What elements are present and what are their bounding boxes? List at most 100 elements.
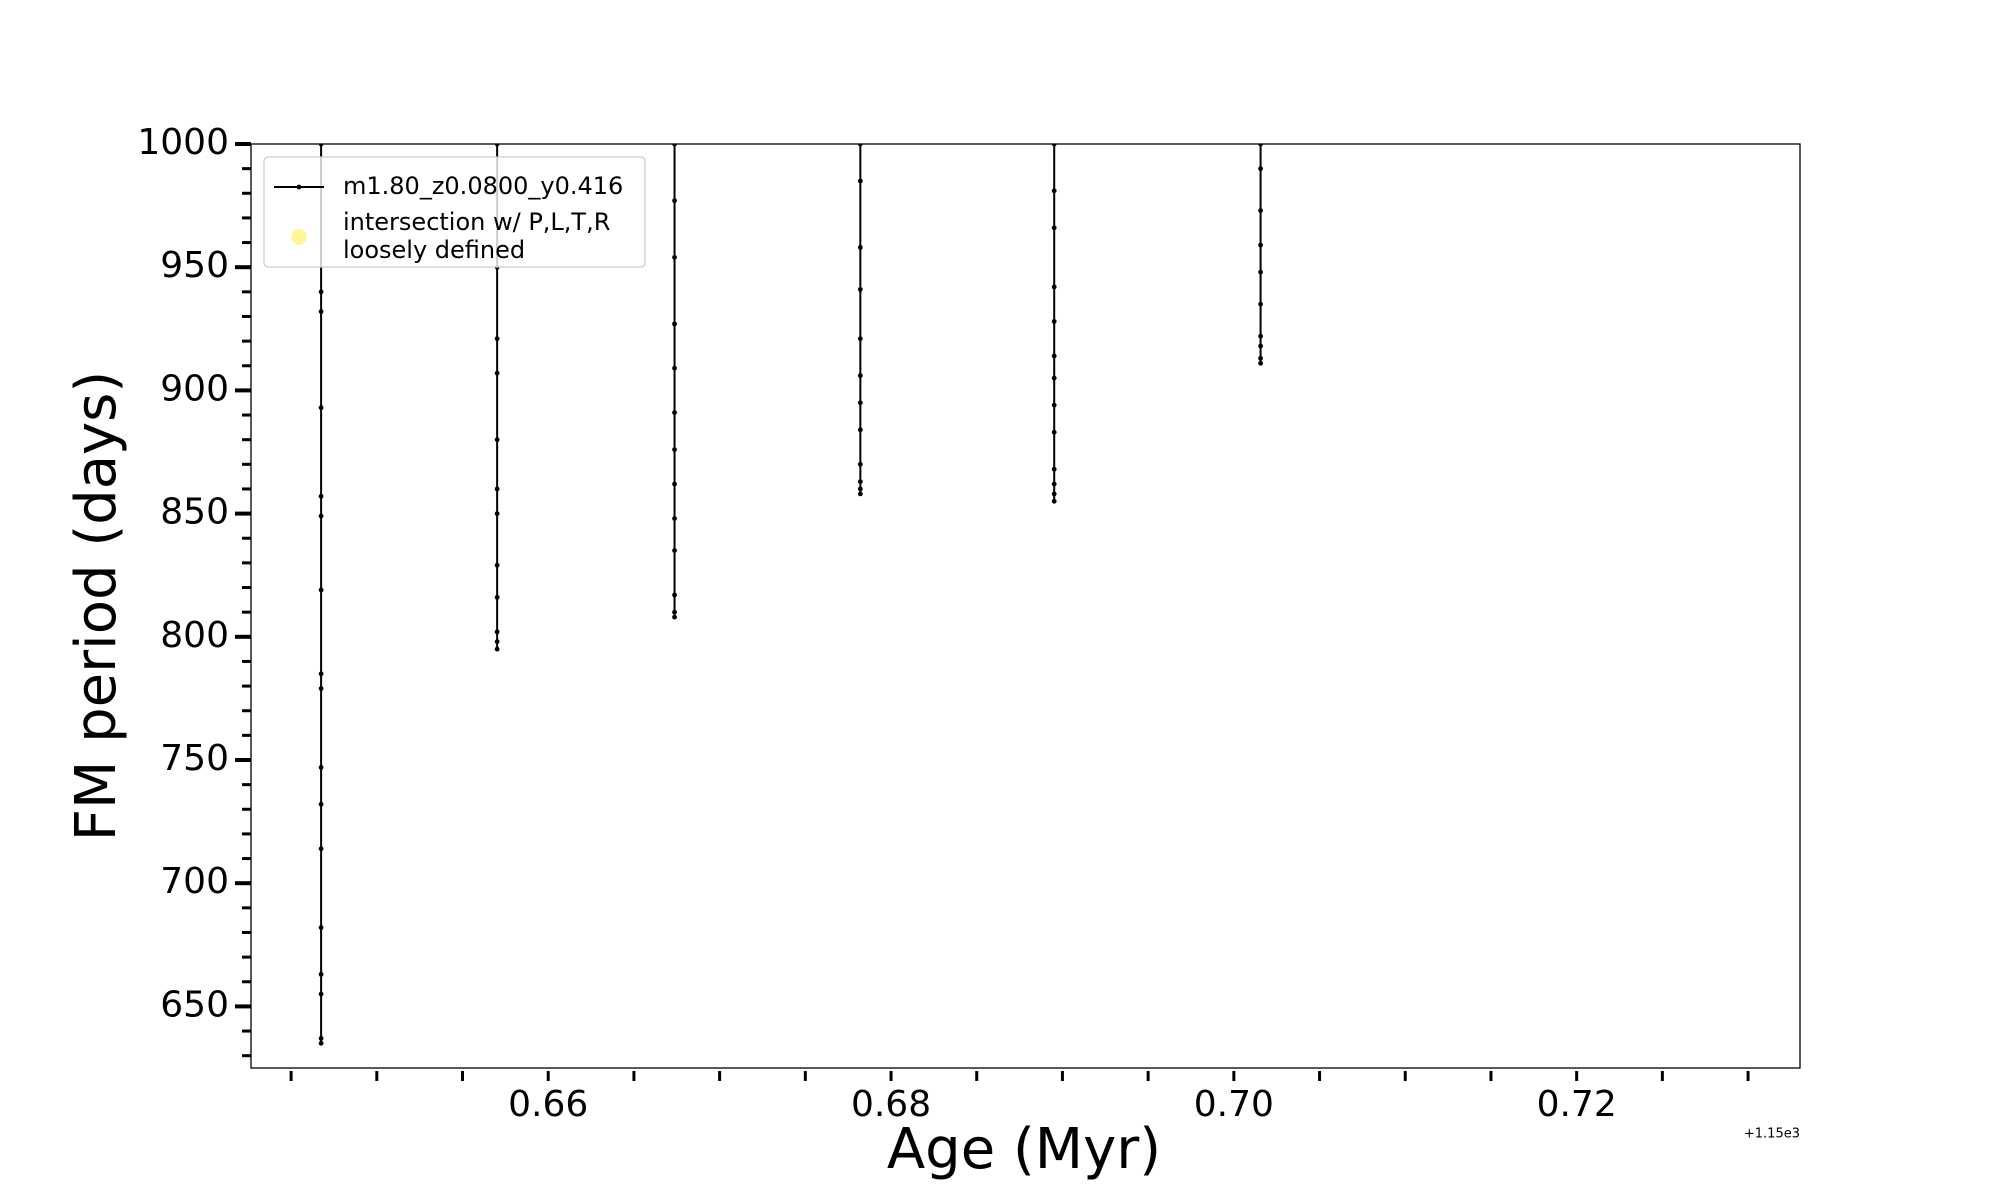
data-point bbox=[857, 400, 863, 406]
data-point bbox=[494, 511, 500, 516]
data-point bbox=[1258, 242, 1263, 248]
data-point bbox=[1258, 208, 1263, 213]
data-point bbox=[672, 144, 677, 147]
data-point bbox=[318, 1036, 324, 1041]
legend-marker bbox=[291, 229, 307, 245]
y-tick-label: 850 bbox=[160, 492, 229, 533]
x-tick-label: 0.70 bbox=[1194, 1084, 1274, 1125]
data-point bbox=[857, 479, 863, 484]
data-point bbox=[318, 144, 324, 147]
data-point bbox=[672, 614, 677, 620]
data-point bbox=[672, 609, 677, 615]
data-point bbox=[494, 639, 500, 645]
data-point bbox=[672, 365, 677, 371]
data-point bbox=[494, 370, 500, 376]
data-point bbox=[857, 286, 863, 292]
y-tick-label: 800 bbox=[160, 615, 229, 656]
data-point bbox=[857, 336, 863, 342]
data-point bbox=[1051, 225, 1057, 231]
data-point bbox=[672, 592, 677, 598]
data-point bbox=[672, 447, 677, 452]
x-tick-label: 0.66 bbox=[508, 1084, 588, 1125]
data-point bbox=[1258, 360, 1263, 366]
legend-marker bbox=[296, 184, 302, 190]
data-point bbox=[318, 764, 324, 770]
data-point bbox=[318, 925, 324, 930]
data-point bbox=[318, 289, 324, 295]
legend-label: m1.80_z0.0800_y0.416 bbox=[343, 172, 623, 200]
data-point bbox=[1258, 166, 1263, 172]
y-tick-label: 650 bbox=[160, 984, 229, 1025]
data-point bbox=[672, 548, 677, 553]
data-point bbox=[857, 178, 863, 184]
data-point bbox=[1051, 466, 1057, 472]
y-tick-label: 900 bbox=[160, 368, 229, 409]
y-tick-label: 950 bbox=[160, 245, 229, 286]
legend-label: intersection w/ P,L,T,R loosely defined bbox=[343, 208, 610, 264]
data-point bbox=[857, 486, 863, 492]
data-point bbox=[672, 481, 677, 487]
x-tick-label: 0.68 bbox=[851, 1084, 931, 1125]
data-point bbox=[857, 461, 863, 467]
data-point bbox=[318, 971, 324, 977]
data-point bbox=[672, 198, 677, 204]
data-point bbox=[494, 437, 500, 443]
data-point bbox=[1051, 188, 1057, 194]
data-point bbox=[1051, 491, 1057, 497]
data-point bbox=[318, 991, 324, 997]
plot-frame bbox=[250, 143, 1801, 1069]
plot-area bbox=[318, 144, 1263, 1046]
data-point bbox=[857, 491, 863, 497]
data-point bbox=[1051, 284, 1057, 290]
data-point bbox=[672, 410, 677, 415]
data-point bbox=[1051, 481, 1057, 487]
data-point bbox=[1051, 402, 1057, 408]
data-point bbox=[1258, 301, 1263, 307]
y-tick-label: 750 bbox=[160, 738, 229, 779]
data-point bbox=[1051, 319, 1057, 324]
data-point bbox=[857, 373, 863, 379]
data-point bbox=[494, 562, 500, 568]
data-point bbox=[494, 486, 500, 492]
data-point bbox=[1051, 375, 1057, 381]
data-point bbox=[318, 587, 324, 593]
data-point bbox=[1258, 343, 1263, 349]
y-tick-label: 1000 bbox=[137, 122, 229, 163]
data-point bbox=[494, 336, 500, 342]
data-point bbox=[1258, 355, 1263, 361]
data-point bbox=[672, 254, 677, 260]
data-point bbox=[494, 646, 500, 652]
data-point bbox=[494, 594, 500, 600]
data-point bbox=[1051, 144, 1057, 147]
x-axis-label: Age (Myr) bbox=[887, 1117, 1161, 1182]
data-point bbox=[1051, 498, 1057, 504]
data-point bbox=[1051, 429, 1057, 435]
data-point bbox=[318, 405, 324, 411]
data-point bbox=[672, 321, 677, 327]
data-point bbox=[857, 245, 863, 250]
data-point bbox=[318, 309, 324, 314]
data-point bbox=[1051, 353, 1057, 359]
data-point bbox=[1258, 333, 1263, 339]
data-point bbox=[318, 671, 324, 677]
data-point bbox=[494, 629, 500, 635]
data-point bbox=[494, 144, 500, 147]
x-tick-label: 0.72 bbox=[1537, 1084, 1617, 1125]
data-point bbox=[857, 427, 863, 433]
data-point bbox=[857, 144, 863, 147]
data-point bbox=[318, 493, 324, 499]
y-tick-label: 700 bbox=[160, 861, 229, 902]
data-point bbox=[318, 801, 324, 807]
data-point bbox=[318, 513, 324, 519]
data-point bbox=[1258, 269, 1263, 275]
data-point bbox=[1258, 144, 1263, 147]
legend-box bbox=[263, 156, 646, 268]
x-offset-label: +1.15e3 bbox=[1744, 1127, 1800, 1142]
data-point bbox=[318, 846, 324, 852]
legend: m1.80_z0.0800_y0.416 intersection w/ P,L,… bbox=[263, 156, 646, 268]
data-point bbox=[318, 1040, 324, 1046]
data-point bbox=[672, 516, 677, 521]
y-axis-label: FM period (days) bbox=[64, 371, 129, 841]
